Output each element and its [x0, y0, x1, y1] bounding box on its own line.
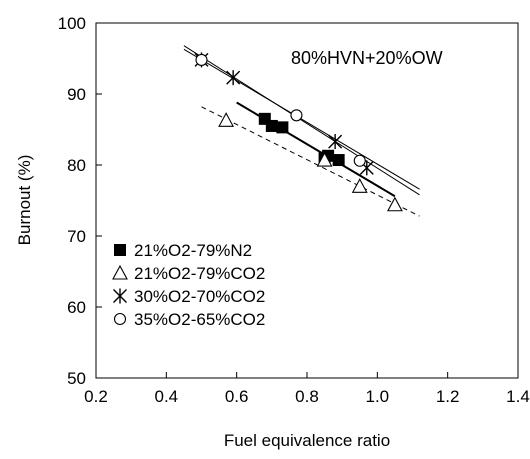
x-tick-label: 0.2 [84, 387, 108, 406]
chart-annotation: 80%HVN+20%OW [291, 48, 443, 68]
y-tick-label: 60 [67, 298, 86, 317]
legend-label: 21%O2-79%N2 [134, 241, 252, 260]
fit-line-series-4 [183, 48, 420, 190]
fit-line-series-3 [183, 45, 420, 196]
legend-label: 21%O2-79%CO2 [134, 264, 265, 283]
legend-label: 35%O2-65%CO2 [134, 310, 265, 329]
x-tick-label: 1.2 [436, 387, 460, 406]
y-axis: 50 60 70 80 90 100 [58, 14, 102, 388]
data-point-series-1 [265, 119, 278, 132]
legend: 21%O2-79%N2 21%O2-79%CO2 30%O2-70%CO2 35%O2… [112, 241, 265, 329]
y-tick-label: 100 [58, 14, 86, 33]
data-points [194, 52, 403, 212]
y-axis-title: Burnout (%) [15, 155, 34, 246]
y-tick-label: 50 [67, 369, 86, 388]
legend-marker [113, 312, 127, 326]
legend-marker [112, 264, 128, 280]
x-tick-label: 0.4 [155, 387, 179, 406]
data-point-series-1 [332, 154, 345, 167]
fit-lines [183, 45, 420, 217]
data-point-series-2 [386, 196, 403, 212]
legend-marker [113, 288, 127, 304]
legend-label: 30%O2-70%CO2 [134, 287, 265, 306]
x-axis-title: Fuel equivalence ratio [224, 431, 390, 450]
data-point-series-4 [195, 53, 208, 66]
x-axis: 0.2 0.4 0.6 0.8 1.0 1.2 1.4 [84, 372, 530, 406]
x-tick-label: 1.4 [506, 387, 530, 406]
data-point-series-2 [316, 151, 333, 167]
data-point-series-2 [218, 112, 235, 127]
data-point-series-4 [353, 154, 366, 167]
data-point-series-3 [328, 134, 343, 150]
legend-marker [114, 244, 126, 256]
y-tick-label: 90 [67, 85, 86, 104]
fit-line-series-2 [201, 106, 420, 217]
y-tick-label: 70 [67, 227, 86, 246]
x-tick-label: 0.6 [225, 387, 249, 406]
data-point-series-1 [276, 121, 289, 134]
data-point-series-3 [226, 70, 241, 86]
x-tick-label: 0.8 [295, 387, 319, 406]
y-tick-label: 80 [67, 156, 86, 175]
x-tick-label: 1.0 [366, 387, 390, 406]
data-point-series-2 [351, 178, 368, 193]
data-point-series-4 [290, 109, 303, 122]
